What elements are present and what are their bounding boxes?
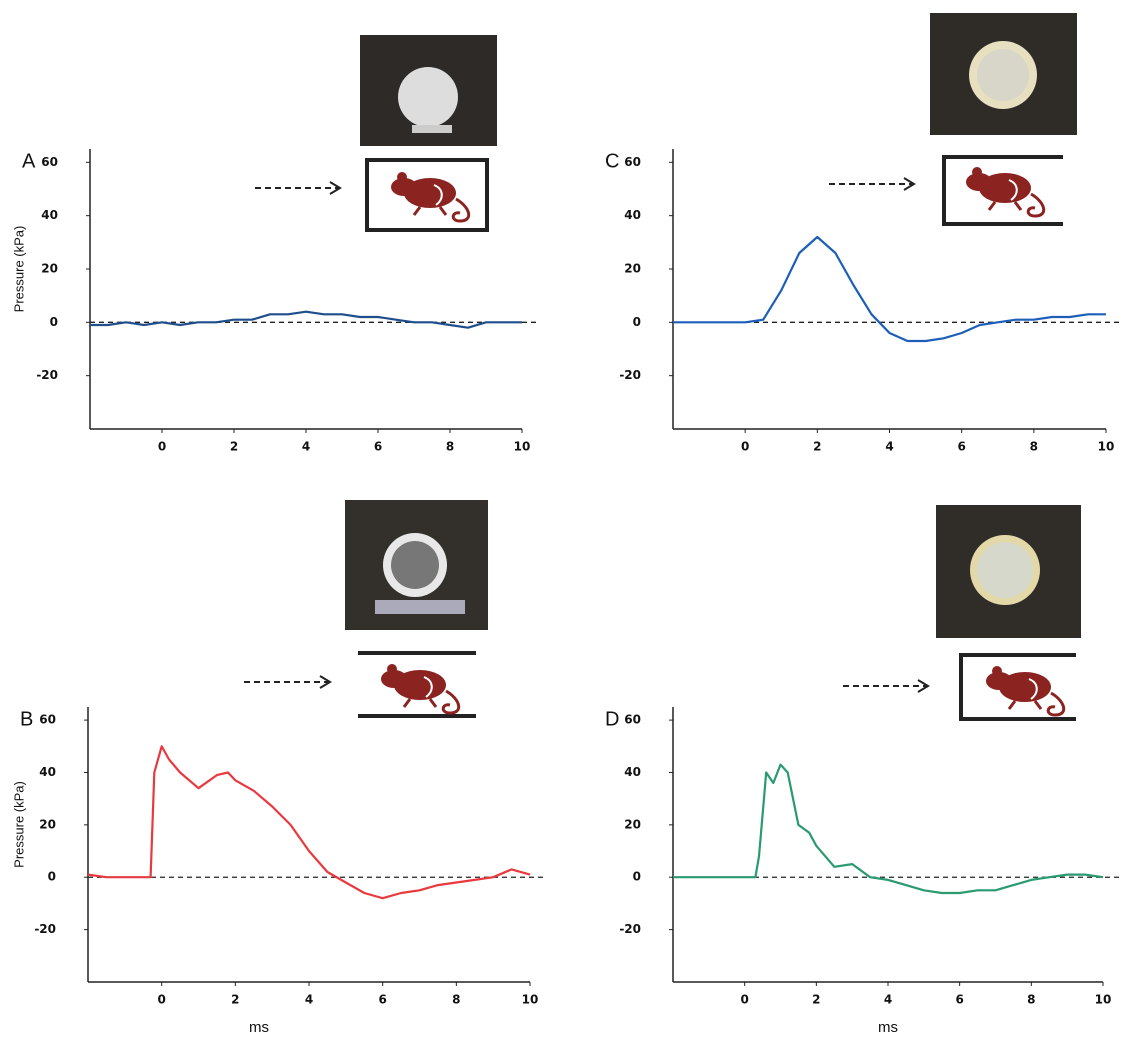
y-axis-label: Pressure (kPa) bbox=[11, 781, 26, 868]
photo-d bbox=[936, 505, 1081, 638]
photo-c bbox=[930, 13, 1077, 135]
y-tick-label: 40 bbox=[624, 765, 641, 779]
x-tick-label: 0 bbox=[157, 993, 165, 1007]
x-tick-label: 2 bbox=[231, 993, 239, 1007]
y-tick-label: 0 bbox=[633, 315, 641, 329]
x-tick-label: 2 bbox=[230, 440, 238, 454]
x-tick-label: 6 bbox=[957, 440, 965, 454]
x-tick-label: 2 bbox=[812, 993, 820, 1007]
panel-label: B bbox=[20, 708, 33, 730]
x-axis-label: ms bbox=[249, 1019, 269, 1036]
x-tick-label: 8 bbox=[446, 440, 454, 454]
x-tick-label: 8 bbox=[1030, 440, 1038, 454]
y-tick-label: -20 bbox=[619, 922, 641, 936]
photo-a bbox=[360, 35, 497, 146]
y-tick-label: 60 bbox=[624, 713, 641, 727]
x-tick-label: 0 bbox=[158, 440, 166, 454]
x-tick-label: 8 bbox=[1027, 993, 1035, 1007]
x-tick-label: 4 bbox=[884, 993, 892, 1007]
x-tick-label: 6 bbox=[955, 993, 963, 1007]
rat-icon-d bbox=[843, 653, 1076, 721]
x-tick-label: 10 bbox=[1098, 440, 1115, 454]
y-tick-label: 0 bbox=[48, 870, 56, 884]
x-tick-label: 10 bbox=[514, 440, 531, 454]
data-line bbox=[87, 745, 531, 900]
y-tick-label: 60 bbox=[41, 155, 58, 169]
x-tick-label: 10 bbox=[522, 993, 539, 1007]
panel-label: A bbox=[22, 151, 36, 173]
y-tick-label: -20 bbox=[619, 368, 641, 382]
x-tick-label: 0 bbox=[741, 440, 749, 454]
y-tick-label: 40 bbox=[624, 208, 641, 222]
x-tick-label: 0 bbox=[740, 993, 748, 1007]
x-tick-label: 6 bbox=[378, 993, 386, 1007]
y-tick-label: 0 bbox=[50, 315, 58, 329]
y-tick-label: 40 bbox=[39, 765, 56, 779]
y-tick-label: 60 bbox=[39, 713, 56, 727]
y-tick-label: -20 bbox=[34, 922, 56, 936]
data-line bbox=[673, 235, 1106, 343]
y-tick-label: 0 bbox=[633, 870, 641, 884]
x-tick-label: 4 bbox=[302, 440, 310, 454]
x-tick-label: 8 bbox=[452, 993, 460, 1007]
x-tick-label: 6 bbox=[374, 440, 382, 454]
photo-b bbox=[345, 500, 488, 630]
y-tick-label: 20 bbox=[624, 262, 641, 276]
y-tick-label: 40 bbox=[41, 208, 58, 222]
y-tick-label: 20 bbox=[41, 262, 58, 276]
rat-icon-b bbox=[244, 651, 476, 718]
rat-icon-c bbox=[829, 155, 1063, 226]
x-tick-label: 2 bbox=[813, 440, 821, 454]
y-tick-label: -20 bbox=[36, 368, 58, 382]
y-axis-label: Pressure (kPa) bbox=[11, 226, 26, 313]
x-tick-label: 10 bbox=[1095, 993, 1112, 1007]
data-line bbox=[90, 310, 522, 329]
y-tick-label: 60 bbox=[624, 155, 641, 169]
y-tick-label: 20 bbox=[39, 817, 56, 831]
x-tick-label: 4 bbox=[885, 440, 893, 454]
panel-label: D bbox=[605, 708, 619, 730]
y-tick-label: 20 bbox=[624, 817, 641, 831]
data-line bbox=[673, 763, 1104, 895]
x-axis-label: ms bbox=[878, 1019, 898, 1036]
rat-icon-a bbox=[255, 158, 489, 232]
panel-label: C bbox=[605, 151, 619, 173]
x-tick-label: 4 bbox=[305, 993, 313, 1007]
